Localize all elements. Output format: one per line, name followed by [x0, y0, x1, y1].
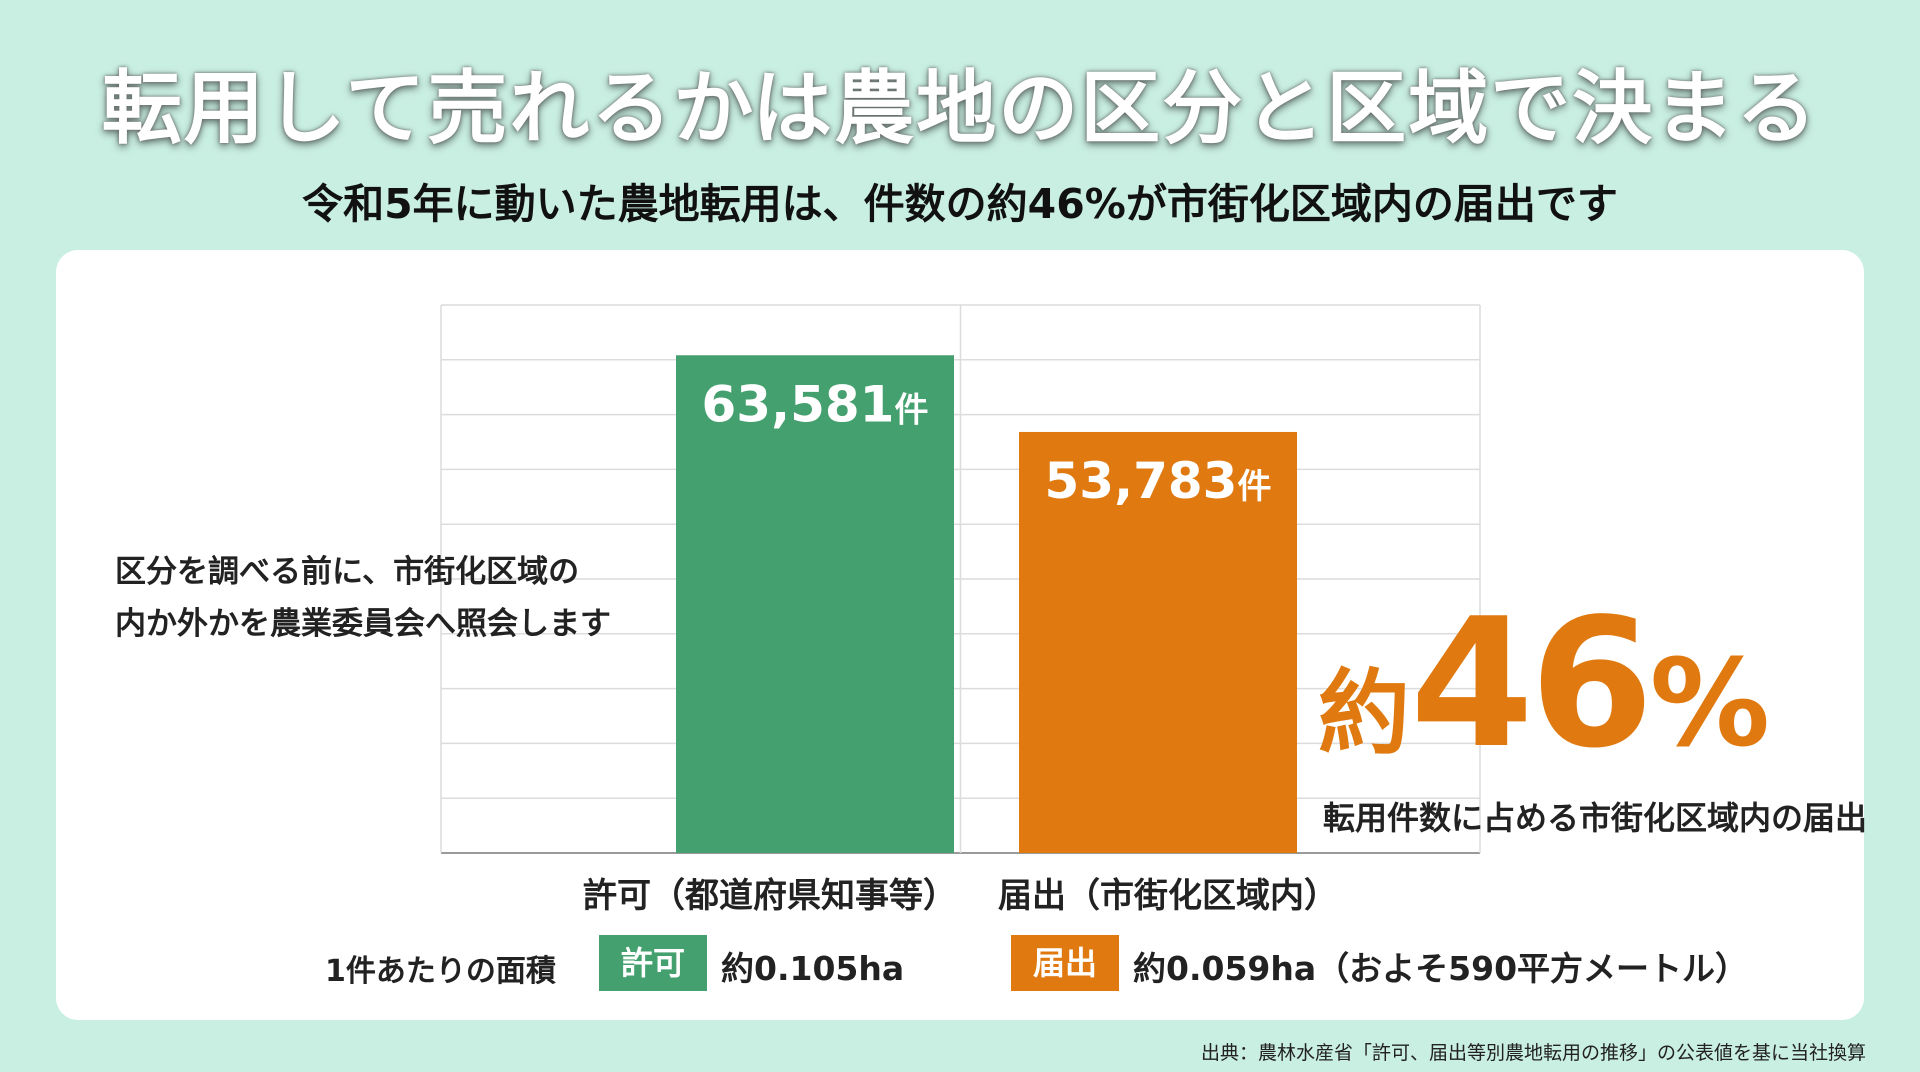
area-value-notification: 約0.059ha（およそ590平方メートル）: [1133, 949, 1749, 988]
chart-note-line1: 区分を調べる前に、市街化区域の: [115, 554, 580, 590]
category-label-permit: 許可（都道府県知事等）: [583, 876, 957, 916]
chart-note-line2: 内か外かを農業委員会へ照会します: [115, 606, 611, 642]
source-note: 出典：農林水産省「許可、届出等別農地転用の推移」の公表値を基に当社換算: [1200, 1042, 1866, 1064]
data-label-value: 53,783: [1045, 452, 1238, 510]
area-per-case-title: 1件あたりの面積: [325, 954, 556, 989]
page-subtitle: 令和5年に動いた農地転用は、件数の約46%が市街化区域内の届出です: [302, 180, 1618, 228]
data-label-unit: 件: [894, 390, 928, 430]
data-label-notification: 53,783件: [1045, 452, 1272, 510]
bar-notification: [1019, 431, 1297, 853]
highlight-percentage: 約46%: [1318, 580, 1770, 787]
data-label-value: 63,581: [702, 375, 895, 433]
chart-note: 区分を調べる前に、市街化区域の 内か外かを農業委員会へ照会します: [115, 546, 611, 650]
highlight-caption: 転用件数に占める市街化区域内の届出: [1323, 799, 1868, 837]
page-title: 転用して売れるかは農地の区分と区域で決まる: [101, 62, 1819, 155]
category-label-notification: 届出（市街化区域内）: [998, 876, 1338, 916]
area-value-permit: 約0.105ha: [721, 949, 905, 988]
bar-permit: [676, 355, 954, 853]
data-label-unit: 件: [1237, 467, 1271, 507]
area-tag-notification: 届出: [1011, 935, 1119, 991]
highlight-unit: %: [1649, 635, 1770, 774]
data-label-permit: 63,581件: [702, 375, 929, 433]
highlight-number: 46: [1410, 580, 1654, 787]
area-tag-permit: 許可: [599, 935, 707, 991]
highlight-prefix: 約: [1318, 660, 1411, 767]
